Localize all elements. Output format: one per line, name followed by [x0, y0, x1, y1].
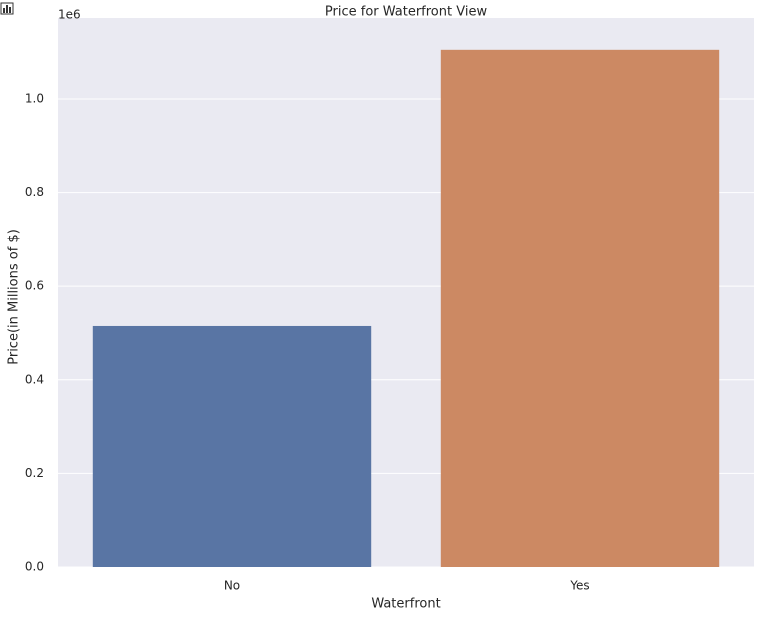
- y-tick-label: 0.4: [25, 372, 44, 386]
- x-tick-label: Yes: [569, 579, 589, 593]
- y-tick-label: 0.0: [25, 560, 44, 574]
- y-tick-label: 0.2: [25, 466, 44, 480]
- icon: [0, 2, 14, 15]
- bar: [440, 49, 720, 567]
- offset-text: 1e6: [58, 8, 81, 22]
- y-tick-label: 0.8: [25, 185, 44, 199]
- chart-title: Price for Waterfront View: [325, 5, 488, 20]
- x-tick-label: No: [224, 579, 240, 593]
- bar: [92, 325, 372, 567]
- y-axis-label: Price(in Millions of $): [7, 229, 22, 365]
- y-tick-label: 1.0: [25, 91, 44, 105]
- y-tick-label: 0.6: [25, 279, 44, 293]
- x-axis-label: Waterfront: [371, 597, 440, 612]
